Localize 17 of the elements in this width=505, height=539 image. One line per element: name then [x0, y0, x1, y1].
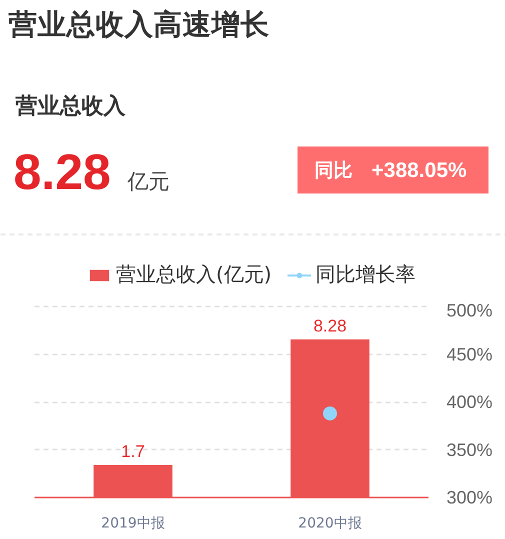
legend-label: 营业总收入(亿元) — [116, 261, 272, 288]
y2-tick-label: 450% — [446, 344, 493, 364]
text: 8.28 — [14, 144, 111, 200]
y2-tick-label: 400% — [446, 392, 493, 412]
text: +388.05% — [372, 159, 467, 182]
text: 亿元 — [126, 170, 170, 194]
data-label: 1.7 — [121, 442, 145, 462]
y2-tick-label: 300% — [446, 488, 493, 508]
x-tick-label: 2020中报 — [298, 516, 362, 532]
y2-tick-label: 350% — [446, 440, 493, 460]
x-tick-label: 2019中报 — [101, 516, 165, 532]
legend-label: 同比增长率 — [316, 261, 416, 288]
text: 同比 — [314, 160, 352, 182]
chart-title: 营业总收入高速增长 — [8, 8, 270, 41]
data-label: 8.28 — [313, 316, 347, 336]
text: 营业总收入 — [14, 94, 126, 119]
y2-tick-label: 500% — [446, 300, 493, 320]
